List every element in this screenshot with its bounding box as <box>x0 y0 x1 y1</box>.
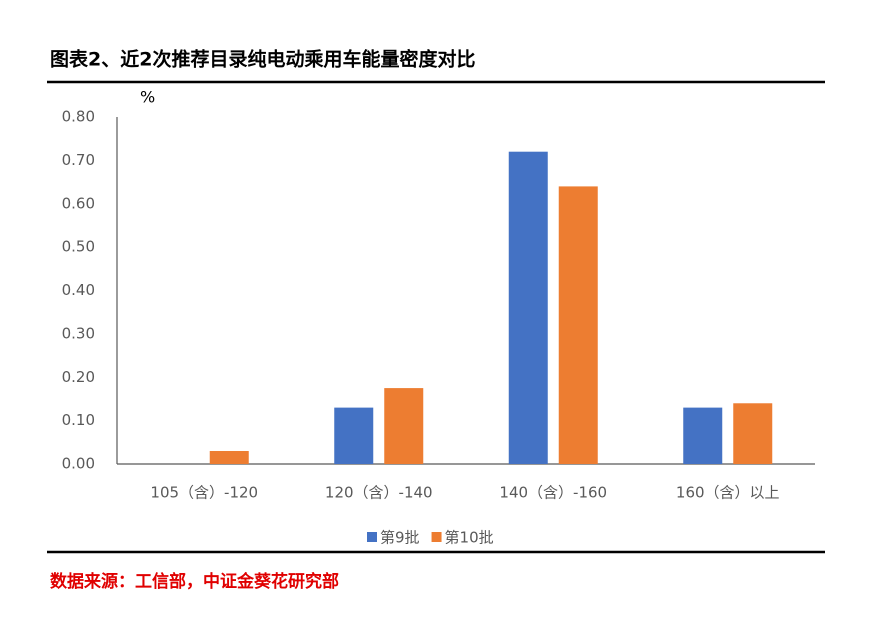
bar <box>733 403 773 464</box>
y-tick-label: 0.70 <box>62 151 95 169</box>
y-tick-label: 0.40 <box>62 281 95 299</box>
x-tick-label: 160（含）以上 <box>676 484 780 502</box>
bar <box>558 186 598 464</box>
y-tick-label: 0.10 <box>62 411 95 429</box>
bar <box>508 151 548 464</box>
y-tick-label: 0.60 <box>62 194 95 212</box>
bar <box>334 407 374 464</box>
y-tick-label: 0.20 <box>62 368 95 386</box>
source: 数据来源：工信部，中证金葵花研究部 <box>50 571 339 592</box>
chart-title: 图表2、近2次推荐目录纯电动乘用车能量密度对比 <box>50 48 475 71</box>
legend-label: 第9批 <box>380 529 420 547</box>
bar <box>209 450 249 464</box>
legend-label: 第10批 <box>445 529 494 547</box>
y-tick-label: 0.00 <box>62 455 95 473</box>
bar <box>384 388 424 464</box>
x-tick-label: 140（含）-160 <box>499 484 607 502</box>
bar <box>683 407 723 464</box>
y-axis-unit: % <box>140 88 155 107</box>
y-tick-label: 0.30 <box>62 324 95 342</box>
legend-swatch <box>367 532 377 542</box>
x-tick-label: 120（含）-140 <box>325 484 433 502</box>
y-tick-label: 0.80 <box>62 108 95 126</box>
x-tick-label: 105（含）-120 <box>150 484 258 502</box>
y-tick-label: 0.50 <box>62 238 95 256</box>
legend-swatch <box>431 532 442 542</box>
